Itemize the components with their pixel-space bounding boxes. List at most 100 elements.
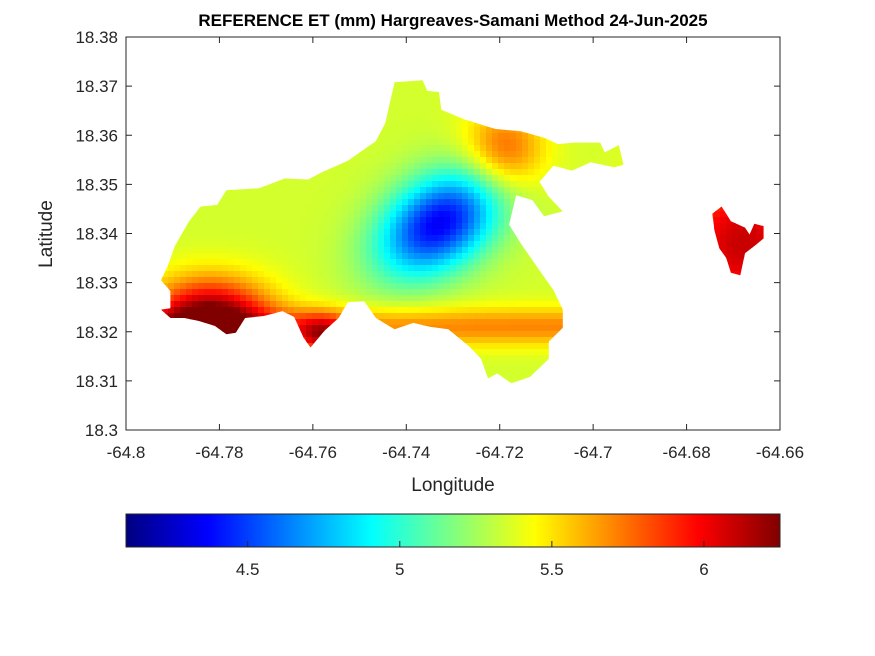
heatmap-cell — [186, 199, 193, 206]
heatmap-cell — [510, 295, 517, 302]
heatmap-cell — [138, 283, 145, 290]
heatmap-cell — [474, 43, 481, 50]
heatmap-cell — [390, 199, 397, 206]
heatmap-cell — [246, 169, 253, 176]
heatmap-cell — [558, 193, 565, 200]
heatmap-cell — [210, 241, 217, 248]
heatmap-cell — [462, 43, 469, 50]
heatmap-cell — [708, 157, 715, 164]
heatmap-cell — [498, 169, 505, 176]
heatmap-cell — [570, 175, 577, 182]
heatmap-cell — [246, 97, 253, 104]
heatmap-cell — [576, 295, 583, 302]
heatmap-cell — [396, 67, 403, 74]
heatmap-cell — [486, 157, 493, 164]
heatmap-cell — [594, 133, 601, 140]
heatmap-cell — [174, 259, 181, 266]
heatmap-cell — [492, 61, 499, 68]
heatmap-cell — [594, 265, 601, 272]
heatmap-cell — [702, 229, 709, 236]
heatmap-cell — [702, 139, 709, 146]
heatmap-cell — [708, 103, 715, 110]
heatmap-cell — [564, 205, 571, 212]
heatmap-cell — [672, 307, 679, 314]
heatmap-cell — [570, 37, 577, 44]
heatmap-cell — [570, 157, 577, 164]
heatmap-cell — [564, 97, 571, 104]
heatmap-cell — [534, 91, 541, 98]
heatmap-cell — [588, 289, 595, 296]
heatmap-cell — [426, 169, 433, 176]
heatmap-cell — [630, 235, 637, 242]
heatmap-cell — [126, 283, 133, 290]
heatmap-cell — [756, 80, 763, 86]
heatmap-cell — [162, 151, 169, 158]
heatmap-cell — [138, 133, 145, 140]
heatmap-cell — [162, 259, 169, 266]
heatmap-cell — [720, 55, 727, 62]
heatmap-cell — [720, 61, 727, 68]
heatmap-cell — [516, 37, 523, 44]
heatmap-cell — [282, 67, 289, 74]
heatmap-cell — [654, 235, 661, 242]
heatmap-cell — [204, 175, 211, 182]
heatmap-cell — [648, 157, 655, 164]
heatmap-cell — [498, 289, 505, 296]
heatmap-cell — [660, 223, 667, 230]
heatmap-cell — [318, 271, 325, 278]
heatmap-cell — [642, 61, 649, 68]
heatmap-cell — [138, 115, 145, 122]
heatmap-cell — [138, 73, 145, 80]
heatmap-cell — [720, 265, 727, 272]
heatmap-cell — [654, 229, 661, 236]
heatmap-cell — [192, 163, 199, 170]
heatmap-cell — [576, 73, 583, 80]
heatmap-cell — [258, 127, 265, 134]
heatmap-cell — [492, 145, 499, 152]
heatmap-cell — [306, 247, 313, 254]
heatmap-cell — [720, 193, 727, 200]
heatmap-cell — [150, 73, 157, 80]
heatmap-cell — [186, 91, 193, 98]
heatmap-cell — [306, 55, 313, 62]
heatmap-cell — [330, 265, 337, 272]
heatmap-cell — [126, 289, 133, 296]
heatmap-cell — [414, 241, 421, 248]
heatmap-cell — [684, 181, 691, 188]
heatmap-cell — [210, 151, 217, 158]
heatmap-cell — [678, 121, 685, 128]
heatmap-cell — [528, 163, 535, 170]
heatmap-cell — [696, 175, 703, 182]
heatmap-cell — [210, 235, 217, 242]
heatmap-cell — [402, 289, 409, 296]
heatmap-cell — [234, 289, 241, 296]
heatmap-cell — [156, 49, 163, 56]
heatmap-cell — [516, 193, 523, 200]
heatmap-cell — [186, 211, 193, 218]
heatmap-cell — [744, 211, 751, 218]
heatmap-cell — [426, 181, 433, 188]
heatmap-cell — [198, 301, 205, 308]
heatmap-cell — [510, 277, 517, 284]
heatmap-cell — [342, 265, 349, 272]
heatmap-cell — [546, 49, 553, 56]
heatmap-cell — [612, 55, 619, 62]
heatmap-cell — [192, 223, 199, 230]
heatmap-cell — [186, 103, 193, 110]
heatmap-cell — [546, 163, 553, 170]
heatmap-cell — [738, 187, 745, 194]
heatmap-cell — [426, 283, 433, 290]
heatmap-cell — [222, 295, 229, 302]
heatmap-cell — [204, 301, 211, 308]
heatmap-cell — [378, 61, 385, 68]
heatmap-cell — [468, 157, 475, 164]
heatmap-cell — [324, 301, 331, 308]
heatmap-cell — [204, 181, 211, 188]
heatmap-cell — [396, 139, 403, 146]
heatmap-cell — [144, 181, 151, 188]
heatmap-cell — [378, 247, 385, 254]
heatmap-cell — [390, 175, 397, 182]
heatmap-cell — [510, 43, 517, 50]
heatmap-cell — [456, 91, 463, 98]
heatmap-cell — [276, 55, 283, 62]
